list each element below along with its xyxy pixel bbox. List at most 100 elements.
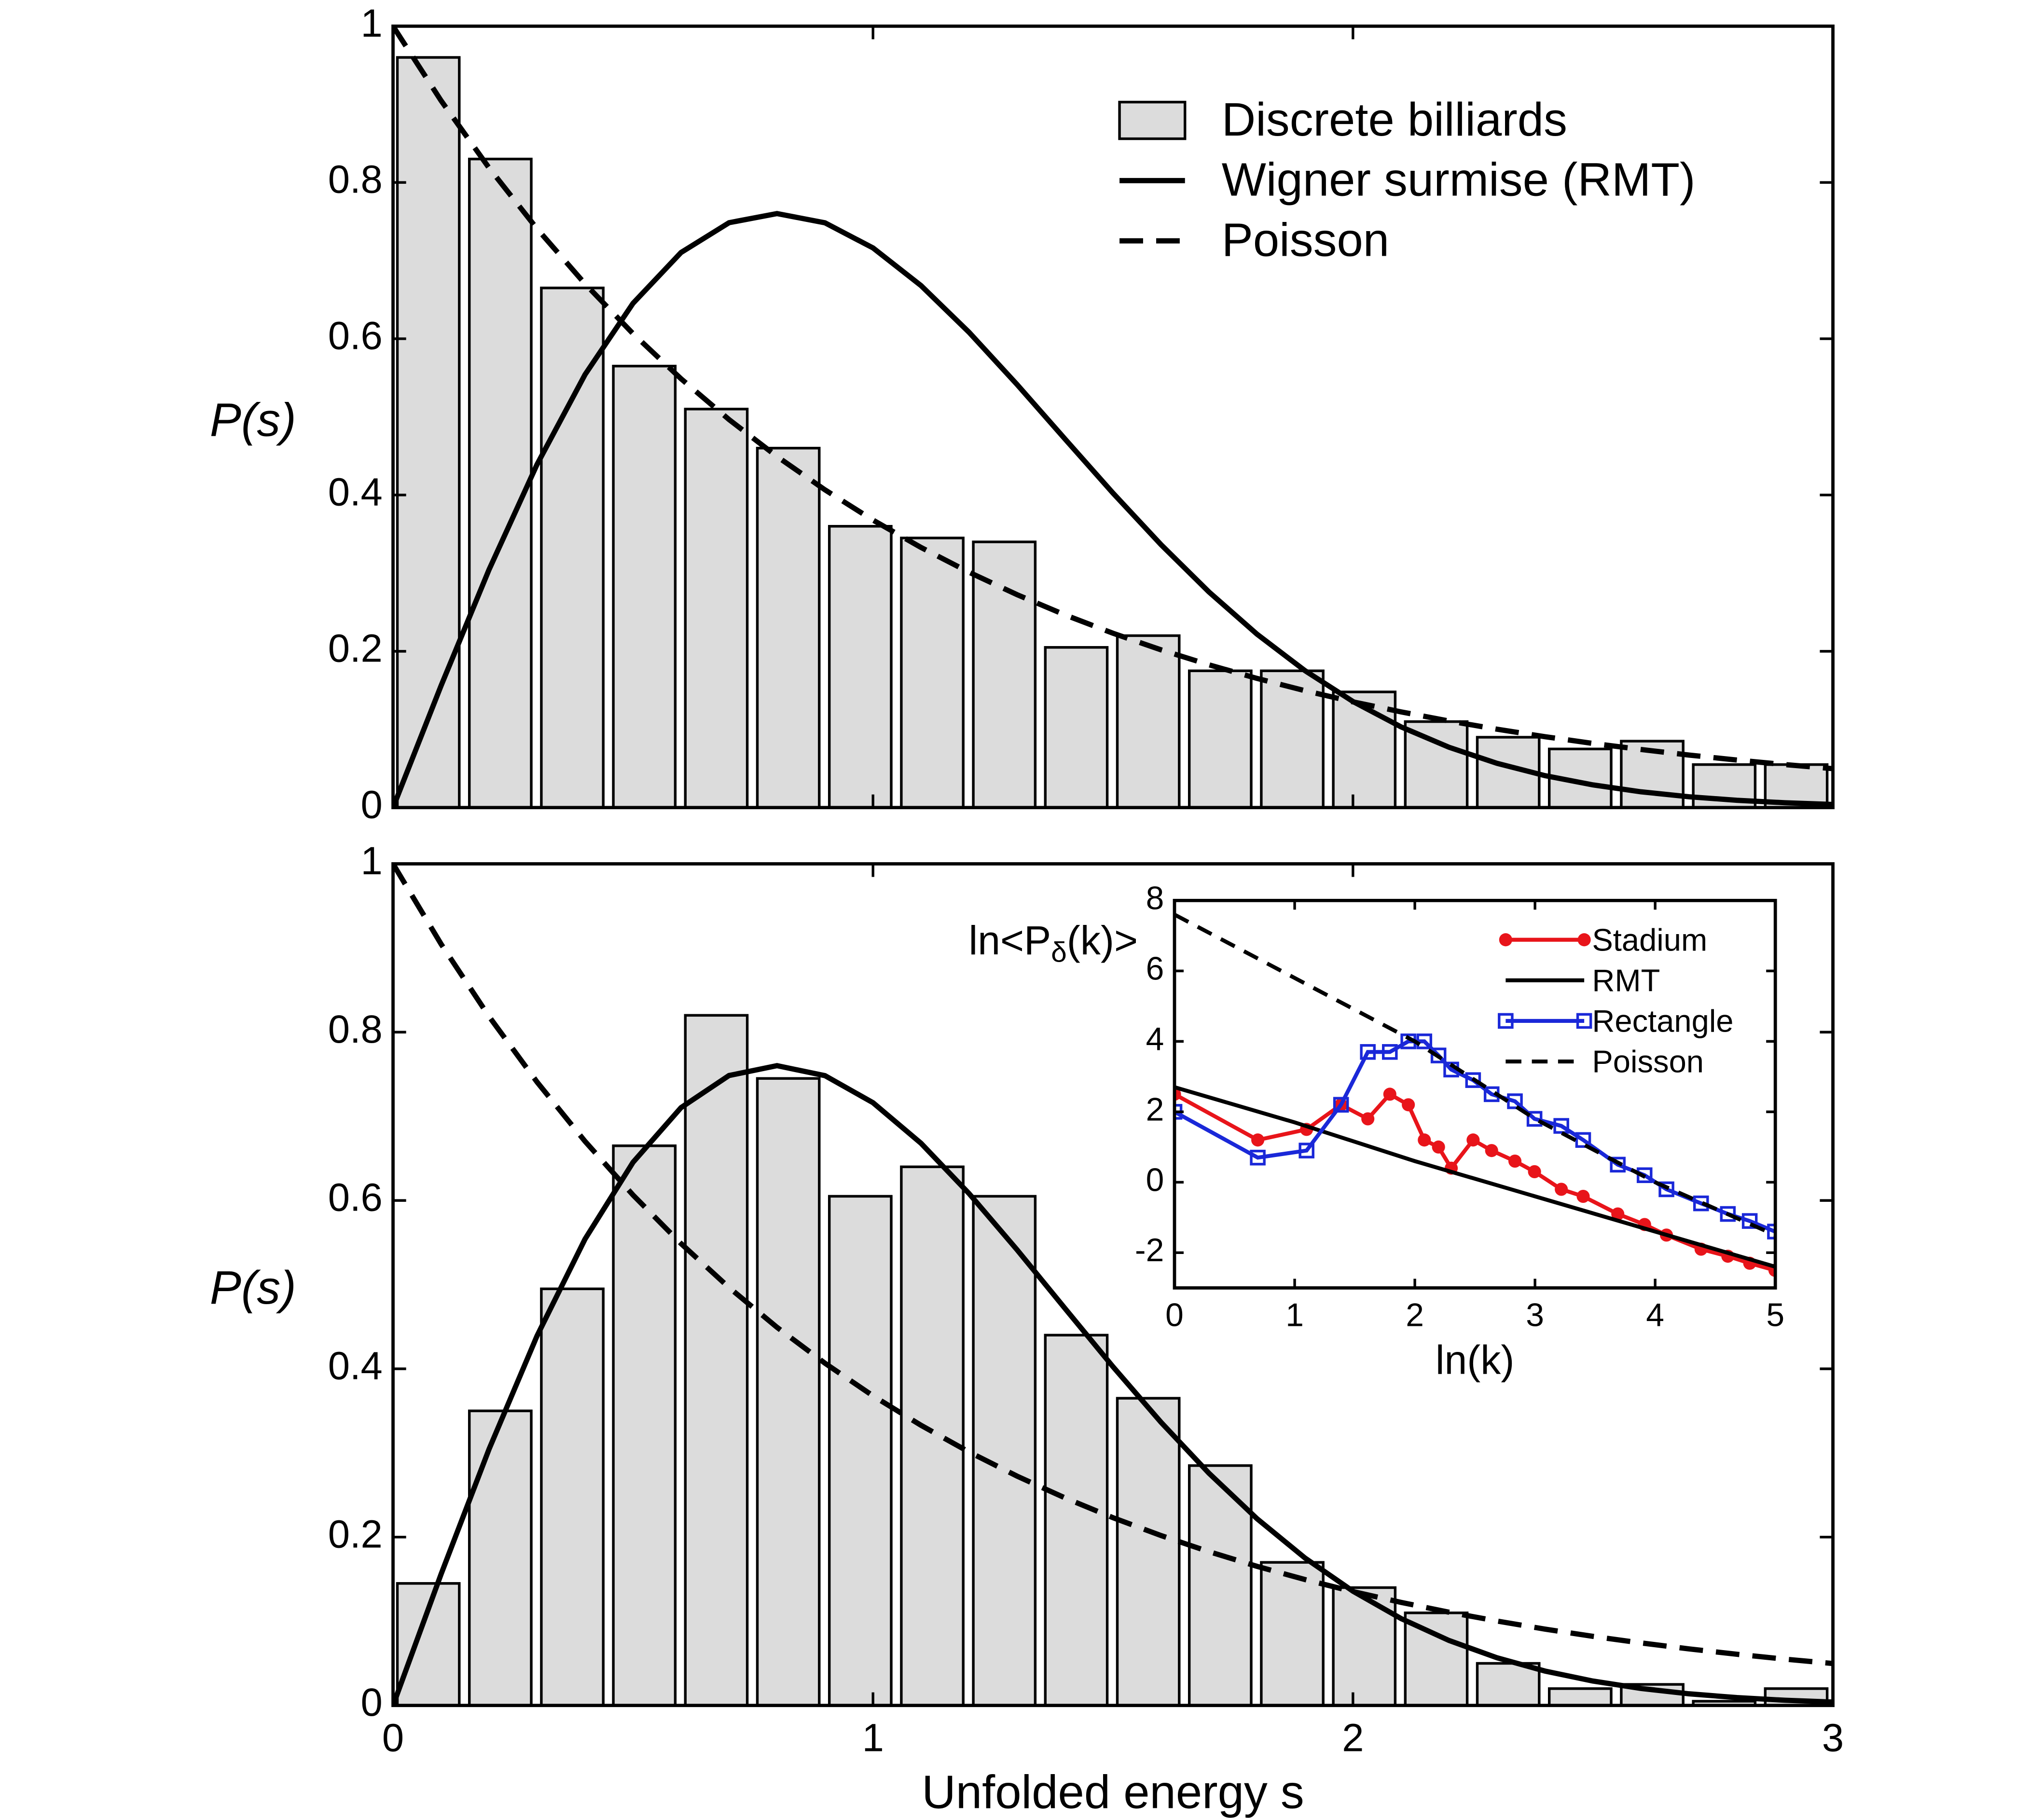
x-axis-label: ln(k) (1436, 1337, 1514, 1383)
marker (1382, 1044, 1398, 1060)
legend-swatch (1118, 100, 1187, 140)
y-axis-label-part: ln<P (969, 918, 1051, 963)
x-axis-label: Unfolded energy s (922, 1766, 1304, 1818)
marker (1485, 1144, 1498, 1157)
x-tick-label: 5 (1766, 1297, 1784, 1333)
y-axis-label-part: (k)> (1067, 918, 1138, 963)
y-tick-label: 0.6 (328, 314, 383, 358)
y-tick-label: 0.4 (328, 1344, 383, 1388)
marker (1360, 1044, 1376, 1060)
axes-frame (391, 24, 1835, 810)
y-tick-label: 0 (361, 1680, 383, 1724)
legend-label: Poisson (1222, 213, 1389, 266)
bar (1692, 1700, 1757, 1706)
plot-area (393, 864, 1833, 1706)
marker (1251, 1133, 1265, 1147)
marker (1250, 1149, 1266, 1166)
marker (1430, 1047, 1447, 1063)
marker (1418, 1133, 1431, 1147)
marker (1361, 1112, 1375, 1126)
bar (1476, 1662, 1541, 1706)
marker (1466, 1133, 1480, 1147)
marker (1610, 1157, 1626, 1173)
marker (1528, 1165, 1541, 1179)
bar (756, 1077, 821, 1706)
marker (1508, 1154, 1522, 1168)
x-tick-label: 4 (1646, 1297, 1664, 1333)
marker (1741, 1213, 1758, 1229)
y-tick-label: 0.6 (328, 1176, 383, 1220)
y-tick-label: 4 (1146, 1021, 1164, 1057)
bar (1260, 669, 1325, 808)
legend-label: Wigner surmise (RMT) (1222, 153, 1696, 206)
x-tick-label: 0 (1165, 1297, 1184, 1333)
marker (1555, 1183, 1568, 1196)
marker (1526, 1111, 1543, 1127)
legend-marker (1576, 1013, 1592, 1029)
bar (1188, 1464, 1253, 1706)
bar (1044, 1334, 1109, 1706)
bar (828, 525, 893, 808)
marker (1402, 1098, 1415, 1112)
series-line (393, 864, 1833, 1666)
bar (1404, 1611, 1469, 1706)
legend-label: Stadium (1592, 922, 1707, 957)
y-axis-label: P(s) (210, 393, 296, 446)
y-axis-label: P(s) (210, 1261, 296, 1314)
plot-area (393, 26, 1833, 808)
marker (1333, 1097, 1349, 1113)
bar (684, 1014, 749, 1706)
legend-label: Discrete billiards (1222, 93, 1567, 146)
plot-area (1174, 912, 1776, 1277)
y-tick-label: 6 (1146, 950, 1164, 987)
y-tick-label: 0 (361, 783, 383, 826)
bar (1332, 690, 1397, 808)
legend-label: RMT (1592, 963, 1660, 998)
y-tick-label: 0.8 (328, 158, 383, 202)
y-tick-label: 2 (1146, 1091, 1164, 1128)
y-tick-label: 0.2 (328, 1512, 383, 1556)
x-tick-label: 1 (862, 1716, 884, 1760)
bar (1116, 1397, 1181, 1706)
legend-label: Poisson (1592, 1044, 1704, 1079)
bar (756, 447, 821, 808)
y-tick-label: 8 (1146, 880, 1164, 916)
bar (1044, 646, 1109, 808)
bar (1188, 669, 1253, 808)
marker (1658, 1181, 1674, 1198)
bar (900, 537, 965, 808)
bar (972, 540, 1037, 808)
bar (900, 1165, 965, 1706)
inset-background (1174, 900, 1776, 1288)
series-line (393, 1063, 1833, 1706)
marker (1383, 1088, 1396, 1101)
bar (540, 287, 605, 808)
y-axis-label-part: δ (1051, 937, 1067, 968)
bar (1260, 1561, 1325, 1706)
y-tick-label: 1 (361, 1, 383, 45)
series-line (1174, 1085, 1776, 1269)
y-axis-label: ln<Pδ(k)> (969, 918, 1138, 968)
legend-marker (1577, 933, 1591, 947)
y-tick-label: 0.4 (328, 470, 383, 514)
bar (1404, 720, 1469, 808)
marker (1507, 1093, 1523, 1109)
marker (1298, 1143, 1314, 1158)
y-tick-label: 0.8 (328, 1007, 383, 1051)
marker (1720, 1206, 1736, 1222)
marker (1575, 1132, 1591, 1148)
legend-label: Rectangle (1592, 1004, 1733, 1039)
bar (972, 1195, 1037, 1706)
y-tick-label: 1 (361, 839, 383, 883)
y-tick-label: 0.2 (328, 626, 383, 670)
marker (1611, 1207, 1625, 1221)
x-tick-label: 3 (1822, 1716, 1844, 1760)
bar (468, 1409, 533, 1706)
series-line (393, 211, 1833, 808)
axes-frame (391, 862, 1835, 1708)
bar (396, 56, 461, 808)
x-tick-label: 2 (1406, 1297, 1424, 1333)
y-tick-label: -2 (1135, 1232, 1164, 1268)
series-line (1174, 912, 1776, 1237)
